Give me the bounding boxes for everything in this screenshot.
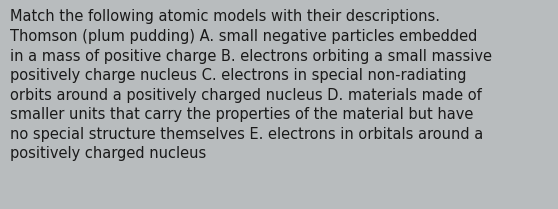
Text: Match the following atomic models with their descriptions.
Thomson (plum pudding: Match the following atomic models with t… (10, 9, 492, 161)
